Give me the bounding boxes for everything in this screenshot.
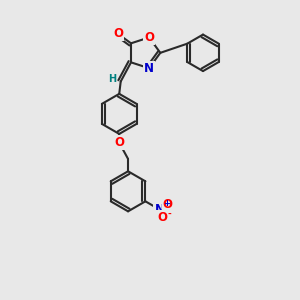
Text: +: +	[163, 199, 170, 208]
Text: H: H	[108, 74, 116, 84]
Text: N: N	[154, 203, 164, 216]
Text: O: O	[114, 136, 124, 149]
Text: N: N	[144, 62, 154, 75]
Text: O: O	[113, 27, 123, 40]
Text: -: -	[167, 210, 171, 219]
Text: O: O	[144, 31, 154, 44]
Text: O: O	[163, 198, 173, 211]
Text: O: O	[158, 211, 167, 224]
